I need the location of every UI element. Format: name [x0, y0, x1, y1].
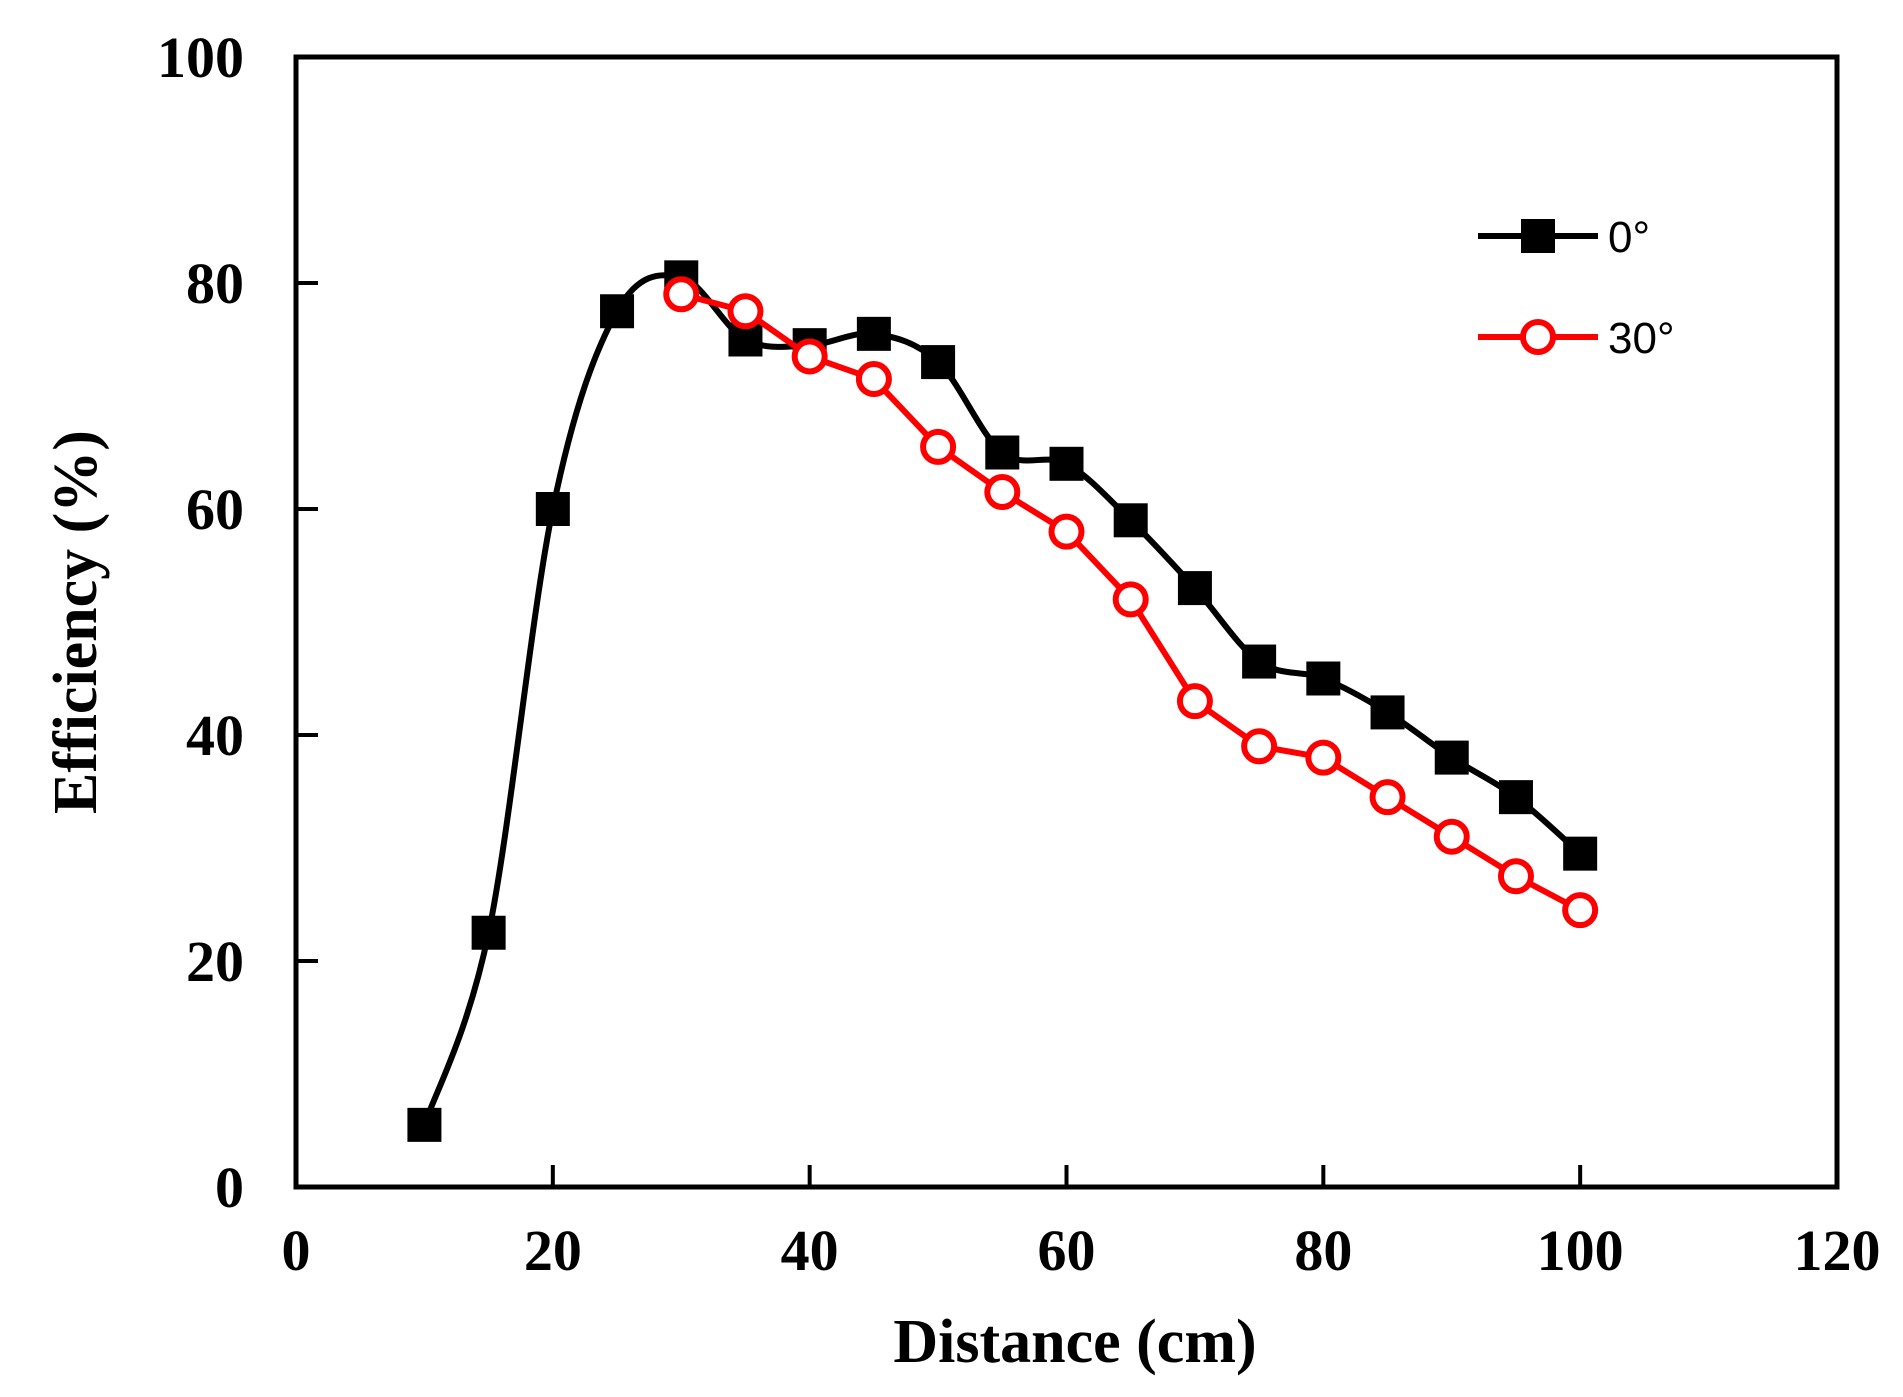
data-point — [1433, 818, 1470, 855]
data-point — [1434, 740, 1469, 775]
data-point — [920, 428, 957, 465]
series-line — [421, 272, 1583, 1126]
data-point — [791, 338, 828, 375]
x-tick-label: 20 — [524, 1218, 582, 1283]
y-tick-label: 80 — [186, 251, 244, 316]
y-tick-label: 60 — [186, 477, 244, 542]
legend-marker — [1521, 219, 1555, 253]
data-point — [727, 293, 764, 330]
data-point — [663, 276, 700, 313]
legend-marker — [1520, 319, 1556, 355]
data-point — [984, 474, 1021, 511]
data-point — [600, 294, 635, 329]
data-point — [921, 345, 956, 380]
data-point — [855, 361, 892, 398]
data-point — [1562, 892, 1599, 929]
data-point — [1563, 836, 1598, 871]
x-tick-label: 80 — [1294, 1218, 1352, 1283]
x-axis-title: Distance (cm) — [893, 1308, 1256, 1376]
y-tick-label: 0 — [215, 1155, 244, 1220]
data-point — [535, 492, 570, 526]
legend-entry: 30° — [1478, 314, 1675, 363]
data-point — [1049, 446, 1084, 481]
x-tick-label: 40 — [781, 1218, 839, 1283]
data-point — [1112, 581, 1149, 618]
data-point — [1113, 503, 1148, 538]
data-point — [1498, 780, 1533, 815]
x-tick-label: 0 — [282, 1218, 311, 1283]
x-tick-label: 120 — [1794, 1218, 1881, 1283]
data-point — [1306, 661, 1341, 696]
series-0 — [407, 260, 1598, 1142]
data-point — [1241, 728, 1278, 765]
data-point — [471, 915, 506, 950]
data-point — [1370, 695, 1405, 730]
data-point — [1369, 779, 1406, 816]
legend-entry: 0° — [1478, 213, 1650, 262]
x-tick-label: 100 — [1537, 1218, 1624, 1283]
plot-frame — [293, 54, 1840, 1190]
y-tick-label: 20 — [186, 929, 244, 994]
data-point — [856, 316, 891, 351]
legend-label: 30° — [1608, 314, 1675, 363]
y-axis-title: Efficiency (%) — [42, 430, 110, 814]
y-tick-label: 40 — [186, 703, 244, 768]
data-point — [1305, 739, 1342, 776]
legend-label: 0° — [1608, 213, 1650, 262]
data-point — [1177, 571, 1212, 606]
data-point — [1176, 683, 1213, 720]
x-tick-label: 60 — [1038, 1218, 1096, 1283]
data-point — [1497, 858, 1534, 895]
data-point — [1242, 644, 1277, 679]
y-tick-label: 100 — [157, 25, 244, 90]
data-point — [407, 1107, 442, 1142]
series-1 — [663, 276, 1599, 929]
data-point — [1048, 513, 1085, 550]
data-point — [985, 435, 1020, 470]
